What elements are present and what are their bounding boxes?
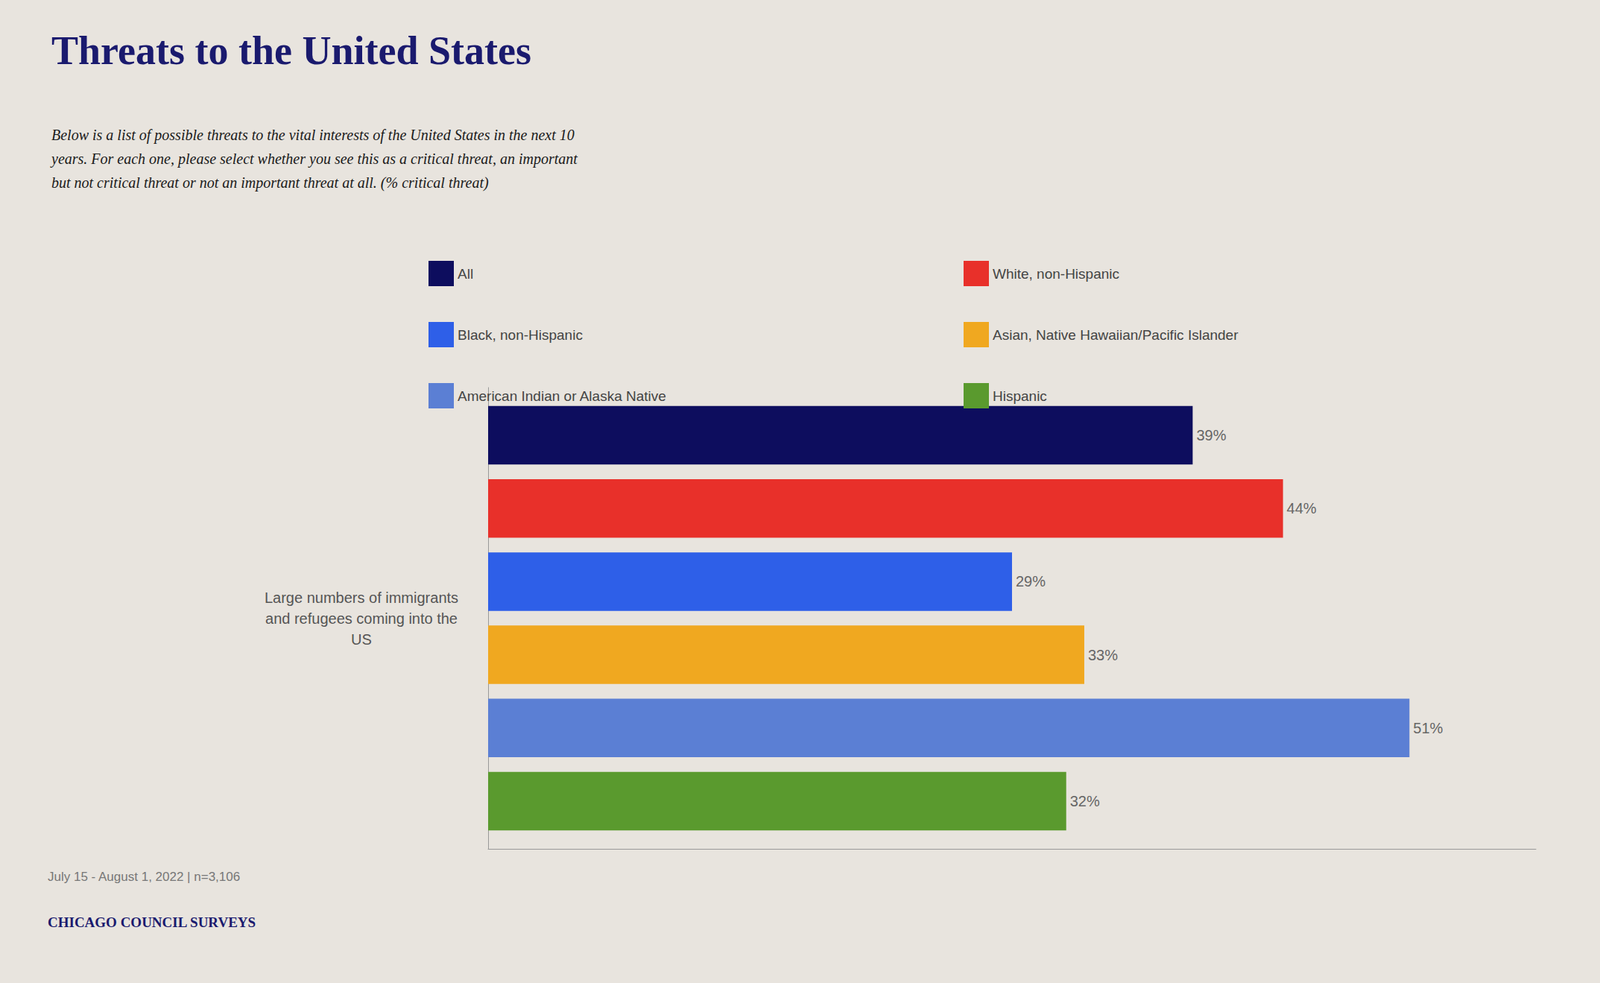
- svg-text:years. For each one, please se: years. For each one, please select wheth…: [49, 150, 578, 168]
- svg-text:51%: 51%: [1412, 719, 1443, 737]
- svg-text:but not critical threat or not: but not critical threat or not an import…: [51, 174, 489, 192]
- svg-text:July 15 - August 1, 2022 | n=3: July 15 - August 1, 2022 | n=3,106: [47, 869, 240, 884]
- svg-text:29%: 29%: [1015, 573, 1046, 590]
- svg-text:Threats to the United States: Threats to the United States: [51, 28, 532, 74]
- svg-text:32%: 32%: [1070, 792, 1100, 810]
- svg-text:US: US: [351, 631, 372, 648]
- svg-text:American Indian or Alaska Nati: American Indian or Alaska Native: [457, 388, 667, 404]
- svg-text:Hispanic: Hispanic: [992, 388, 1048, 404]
- svg-text:White, non-Hispanic: White, non-Hispanic: [992, 266, 1120, 282]
- svg-text:Large numbers of immigrants: Large numbers of immigrants: [264, 589, 459, 606]
- svg-text:Black, non-Hispanic: Black, non-Hispanic: [457, 327, 583, 343]
- svg-text:39%: 39%: [1196, 427, 1226, 444]
- svg-text:Below is a list of possible th: Below is a list of possible threats to t…: [51, 126, 575, 144]
- svg-text:and refugees coming into the: and refugees coming into the: [265, 610, 458, 627]
- svg-text:Asian, Native Hawaiian/Pacific: Asian, Native Hawaiian/Pacific Islander: [992, 327, 1239, 343]
- svg-text:All: All: [457, 266, 474, 282]
- svg-text:CHICAGO COUNCIL SURVEYS: CHICAGO COUNCIL SURVEYS: [47, 914, 256, 931]
- svg-text:44%: 44%: [1287, 500, 1317, 517]
- svg-text:33%: 33%: [1088, 646, 1118, 664]
